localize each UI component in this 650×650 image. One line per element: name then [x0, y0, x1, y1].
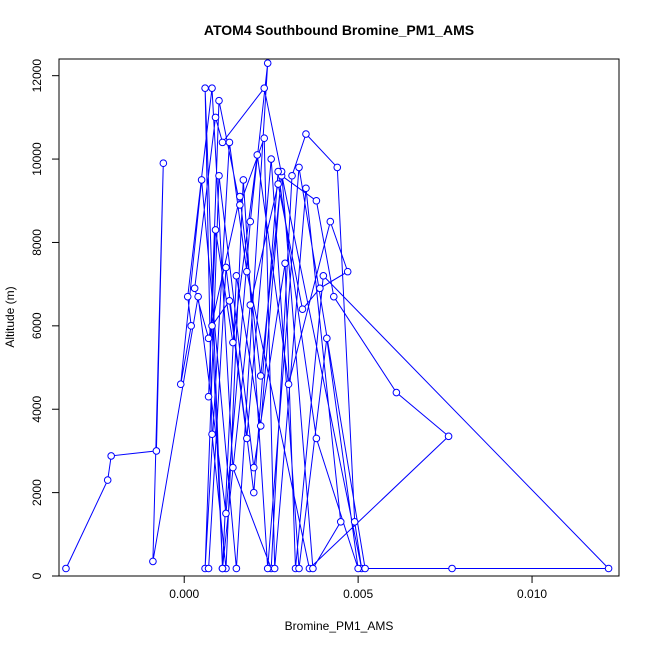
data-point	[309, 564, 317, 573]
data-point	[263, 564, 272, 573]
data-point	[281, 259, 289, 268]
data-point	[222, 263, 230, 272]
data-point	[295, 564, 303, 573]
data-point	[236, 192, 244, 201]
data-point	[267, 155, 275, 163]
data-point	[239, 176, 248, 184]
data-point	[263, 59, 272, 67]
data-point	[336, 517, 345, 526]
data-point	[288, 171, 296, 180]
data-point	[243, 267, 251, 276]
data-point	[190, 284, 199, 293]
data-point	[249, 488, 258, 497]
data-point	[204, 392, 213, 401]
y-tick-label: 4000	[30, 396, 44, 423]
data-point	[208, 430, 216, 439]
data-point	[232, 272, 241, 280]
data-point	[208, 322, 216, 330]
data-point	[284, 380, 293, 389]
data-point	[225, 138, 234, 147]
chart-title: ATOM4 Southbound Bromine_PM1_AMS	[204, 22, 474, 38]
data-point	[225, 297, 234, 305]
series-polyline	[65, 63, 610, 571]
data-point	[316, 284, 324, 293]
data-point	[236, 201, 244, 209]
data-point	[176, 380, 185, 389]
data-point	[256, 372, 265, 380]
data-point	[243, 434, 251, 443]
data-point	[215, 96, 223, 105]
data-point	[274, 167, 282, 176]
data-point	[215, 171, 223, 180]
data-point	[211, 113, 220, 122]
data-point	[604, 564, 613, 573]
data-point	[350, 517, 359, 526]
data-point	[204, 564, 213, 573]
data-point	[229, 463, 237, 472]
data-point	[329, 292, 338, 301]
data-point	[187, 322, 195, 330]
data-point	[302, 184, 310, 193]
data-point	[211, 226, 220, 234]
data-point	[204, 334, 213, 343]
data-point	[312, 434, 321, 443]
data-point	[149, 557, 157, 566]
data-point	[302, 130, 310, 138]
data-point	[103, 476, 112, 484]
data-point	[260, 84, 269, 92]
data-point	[298, 305, 307, 313]
data-point	[62, 564, 70, 573]
data-point	[249, 463, 258, 472]
data-point	[222, 509, 230, 518]
data-point	[326, 217, 335, 226]
data-point	[323, 334, 331, 343]
data-point	[319, 272, 328, 280]
data-point	[246, 301, 255, 309]
x-tick-label: 0.010	[517, 587, 547, 601]
y-tick-label: 2000	[30, 479, 44, 506]
x-tick-label: 0.005	[343, 587, 373, 601]
data-point	[312, 196, 321, 205]
data-point	[107, 452, 115, 460]
data-point	[333, 163, 342, 172]
data-point	[444, 432, 453, 441]
data-point	[343, 267, 352, 276]
data-point	[208, 84, 216, 92]
data-point	[448, 564, 456, 573]
data-point	[253, 151, 262, 159]
data-point	[361, 564, 369, 573]
data-point	[218, 138, 227, 147]
data-point	[194, 292, 202, 301]
data-point	[246, 217, 255, 226]
data-point	[270, 564, 279, 573]
series-line	[65, 63, 610, 571]
y-axis-label: Altitude (m)	[3, 286, 17, 347]
series-points	[62, 59, 613, 573]
x-tick-label: 0.000	[169, 587, 199, 601]
data-point	[159, 159, 168, 168]
x-axis-label: Bromine_PM1_AMS	[285, 619, 394, 633]
x-axis: 0.000 0.005 0.010	[169, 575, 547, 601]
y-tick-label: 8000	[30, 229, 44, 256]
data-point	[295, 163, 303, 172]
data-point	[392, 388, 401, 397]
data-point	[218, 564, 227, 573]
y-tick-label: 0	[30, 572, 44, 579]
data-point	[197, 176, 206, 184]
data-point	[232, 564, 241, 573]
y-axis: 0 2000 4000 6000 8000 10000 12000	[30, 59, 60, 579]
data-point	[274, 180, 282, 188]
data-point	[152, 447, 161, 455]
data-point	[183, 292, 192, 301]
data-point	[229, 338, 237, 347]
data-point	[354, 564, 362, 573]
data-point	[201, 84, 209, 92]
y-tick-label: 6000	[30, 312, 44, 339]
data-point	[260, 134, 269, 143]
y-tick-label: 10000	[30, 142, 44, 176]
data-point	[256, 422, 265, 430]
y-tick-label: 12000	[30, 59, 44, 93]
